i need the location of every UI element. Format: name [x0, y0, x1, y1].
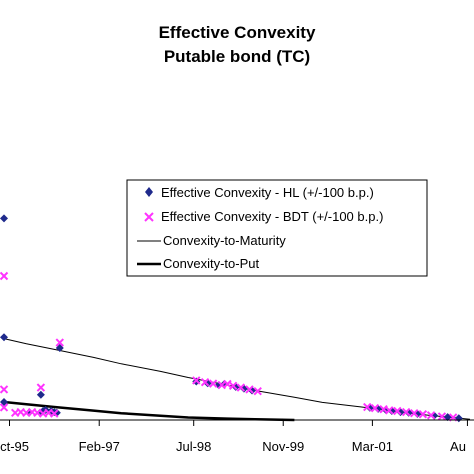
bdt-point — [418, 410, 428, 419]
hl-point — [0, 214, 8, 223]
series-line-convexity-to-put — [3, 400, 295, 422]
chart-title: Effective Convexity — [159, 23, 316, 42]
legend: Effective Convexity - HL (+/-100 b.p.) E… — [126, 179, 428, 277]
legend-marker-diamond — [145, 187, 153, 197]
legend-entry-hl: Effective Convexity - HL (+/-100 b.p.) — [145, 185, 374, 200]
bdt-point — [236, 383, 246, 392]
bdt-point — [36, 383, 46, 392]
bdt-point — [426, 411, 436, 420]
bdt-point — [0, 271, 9, 281]
x-tick-label: Jul-98 — [176, 439, 211, 454]
x-tick-label: Mar-01 — [352, 439, 393, 454]
x-tick-label: Nov-99 — [262, 439, 304, 454]
bdt-point — [437, 412, 447, 421]
x-axis-ticks: Oct-95 Feb-97 Jul-98 Nov-99 Mar-01 Au — [0, 420, 468, 454]
bdt-point — [192, 376, 201, 385]
bdt-point — [55, 338, 64, 347]
legend-label-bdt: Effective Convexity - BDT (+/-100 b.p.) — [161, 209, 383, 224]
hl-point — [0, 333, 8, 342]
legend-label-hl: Effective Convexity - HL (+/-100 b.p.) — [161, 185, 374, 200]
legend-label-maturity: Convexity-to-Maturity — [163, 233, 286, 248]
bdt-point — [393, 406, 402, 416]
legend-entry-bdt: Effective Convexity - BDT (+/-100 b.p.) — [144, 209, 383, 224]
bdt-point — [385, 406, 394, 415]
bdt-point — [363, 402, 372, 412]
bdt-point — [0, 403, 9, 412]
bdt-point — [401, 407, 411, 417]
bdt-point — [223, 379, 232, 389]
bdt-point — [245, 385, 254, 394]
x-tick-label: Au — [450, 439, 466, 454]
bdt-point — [253, 386, 262, 396]
bdt-point — [200, 377, 210, 387]
chart-subtitle: Putable bond (TC) — [164, 47, 310, 66]
hl-point — [36, 390, 45, 399]
bdt-point — [208, 379, 218, 388]
x-tick-label: Oct-95 — [0, 439, 29, 454]
legend-box — [126, 179, 428, 277]
x-tick-label: Feb-97 — [79, 439, 120, 454]
legend-entry-maturity: Convexity-to-Maturity — [137, 233, 286, 248]
bdt-point — [410, 408, 419, 418]
plot-markers — [0, 214, 463, 423]
legend-entry-put: Convexity-to-Put — [137, 256, 259, 271]
bdt-point — [50, 409, 59, 418]
legend-label-put: Convexity-to-Put — [163, 256, 259, 271]
bdt-point — [228, 381, 238, 391]
bdt-point — [370, 403, 380, 413]
bdt-point — [0, 385, 9, 394]
legend-marker-x — [144, 212, 154, 222]
